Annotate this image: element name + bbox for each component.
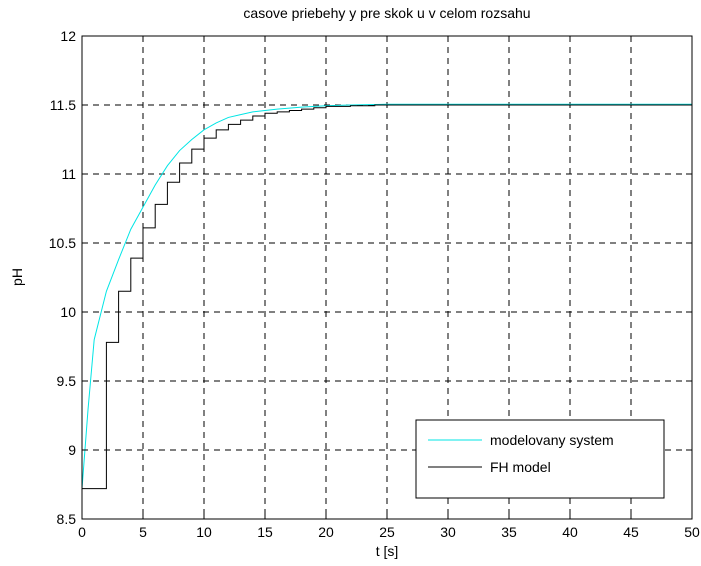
axis-ticks: 0 5 10 15 20 25 30 35 40 45 50 8.5 9 9.5 10 10.5 11 11.5 1… xyxy=(49,28,700,540)
y-tick-label: 10 xyxy=(60,304,76,320)
legend: modelovany system FH model xyxy=(415,419,665,499)
series-line-modelovany-system xyxy=(81,103,692,489)
chart-title: casove priebehy y pre skok u v celom roz… xyxy=(243,5,530,21)
legend-label: FH model xyxy=(490,459,551,475)
series-line-fh-model xyxy=(82,104,692,490)
x-tick-label: 50 xyxy=(684,524,700,540)
y-tick-label: 11.5 xyxy=(50,97,76,113)
x-tick-label: 30 xyxy=(440,524,456,540)
y-tick-label: 12 xyxy=(60,28,76,44)
x-tick-label: 0 xyxy=(78,524,86,540)
y-tick-label: 9.5 xyxy=(57,373,77,389)
x-tick-label: 20 xyxy=(318,524,334,540)
x-tick-label: 45 xyxy=(623,524,639,540)
x-tick-label: 40 xyxy=(562,524,578,540)
y-tick-label: 9 xyxy=(68,442,76,458)
x-tick-label: 25 xyxy=(379,524,395,540)
x-axis-label: t [s] xyxy=(376,543,399,559)
legend-label: modelovany system xyxy=(490,432,614,448)
plot-series xyxy=(81,103,692,490)
y-tick-label: 11 xyxy=(61,166,76,182)
x-tick-label: 35 xyxy=(501,524,517,540)
x-tick-label: 15 xyxy=(257,524,273,540)
y-tick-label: 8.5 xyxy=(57,511,77,527)
x-tick-label: 10 xyxy=(196,524,212,540)
legend-box xyxy=(415,419,665,499)
x-tick-label: 5 xyxy=(139,524,147,540)
y-tick-label: 10.5 xyxy=(49,235,76,251)
y-axis-label: pH xyxy=(9,268,25,286)
